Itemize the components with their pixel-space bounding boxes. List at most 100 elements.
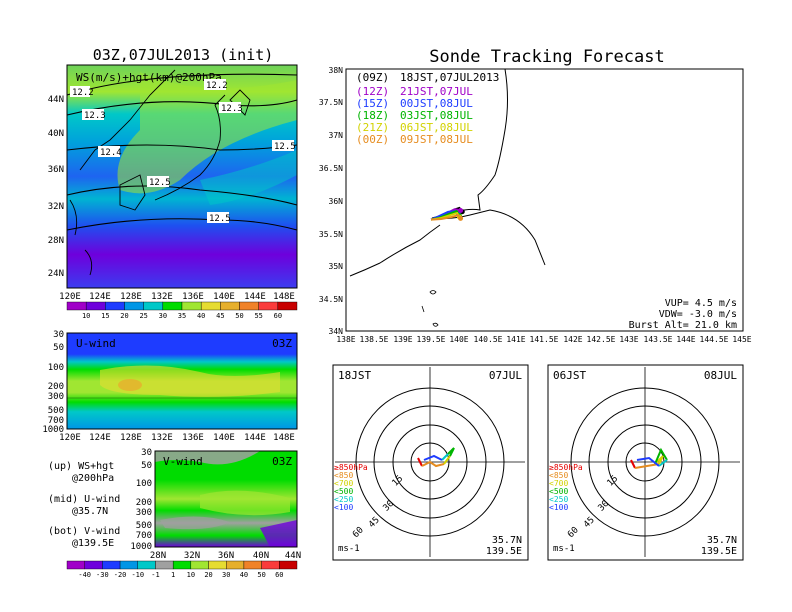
u-x-tick: 144E <box>244 433 266 443</box>
v-colorbar-swatch <box>66 560 85 570</box>
hodo2-level: <850 <box>549 471 568 480</box>
u-y-tick: 200 <box>48 382 64 392</box>
track-legend-run: (15Z) <box>356 97 389 110</box>
v-colorbar-label: 1 <box>171 571 175 579</box>
ws-colorbar-swatch <box>277 301 298 311</box>
contour-label: 12.4 <box>100 148 122 158</box>
track-y-tick: 35.5N <box>319 230 343 239</box>
track-y-tick: 35N <box>329 262 344 271</box>
v-colorbar-swatch <box>190 560 209 570</box>
v-x-tick: 44N <box>285 551 301 561</box>
map-y-tick: 24N <box>48 269 64 279</box>
v-colorbar-swatch <box>226 560 245 570</box>
legend-bot-level: @139.5E <box>72 538 114 549</box>
track-x-tick: 141E <box>506 335 525 344</box>
hodo1-lon: 139.5E <box>486 546 522 557</box>
track-legend-time: 03JST,08JUL <box>400 109 473 122</box>
map-y-tick: 40N <box>48 129 64 139</box>
v-colorbar-swatch <box>208 560 227 570</box>
ws-colorbar-label: 45 <box>216 312 224 320</box>
map-x-tick: 132E <box>151 292 173 302</box>
v-x-tick: 40N <box>253 551 269 561</box>
ws-colorbar: 10 15 20 25 30 35 40 45 50 55 60 <box>66 301 298 320</box>
track-x-tick: 138E <box>336 335 355 344</box>
right-panel-title: Sonde Tracking Forecast <box>429 47 664 67</box>
u-y-tick: 300 <box>48 392 64 402</box>
map-x-tick: 144E <box>244 292 266 302</box>
v-x-tick: 28N <box>150 551 166 561</box>
hodograph-segment <box>423 454 443 461</box>
v-colorbar-label: -1 <box>151 571 159 579</box>
legend-up: (up) WS+hgt <box>48 461 114 472</box>
track-x-tick: 139E <box>393 335 412 344</box>
hodograph-segment <box>447 447 455 457</box>
hodograph-2: 06JST 08JUL 15 30 45 60 ≥850hPa <850 <70… <box>547 364 744 561</box>
u-wind-label: U-wind <box>76 337 116 350</box>
track-legend-time: 21JST,07JUL <box>400 85 473 98</box>
u-wind-panel: U-wind 03Z 30 50 100 200 300 500 700 100… <box>42 330 298 443</box>
descent-rate: VDW= -3.0 m/s <box>659 309 737 320</box>
v-colorbar-swatch <box>155 560 174 570</box>
track-y-tick: 36.5N <box>319 164 343 173</box>
contour-label: 12.2 <box>72 88 94 98</box>
ascent-rate: VUP= 4.5 m/s <box>665 298 737 309</box>
map-x-tick: 120E <box>59 292 81 302</box>
hodo2-level: <500 <box>549 487 568 496</box>
track-x-tick: 143E <box>619 335 638 344</box>
map-y-tick: 44N <box>48 95 64 105</box>
track-y-tick: 34.5N <box>319 295 343 304</box>
hodo2-lat: 35.7N <box>707 535 737 546</box>
v-wind-panel: V-wind 03Z 30 50 100 200 300 500 700 100… <box>66 448 301 579</box>
track-x-tick: 142E <box>563 335 582 344</box>
hodo2-lon: 139.5E <box>701 546 737 557</box>
ws-colorbar-label: 20 <box>120 312 128 320</box>
legend-bot: (bot) V-wind <box>48 526 120 537</box>
track-x-tick: 142.5E <box>587 335 616 344</box>
map-y-tick: 28N <box>48 236 64 246</box>
sonde-landing-point <box>458 215 464 221</box>
contour-label: 12.5 <box>149 178 171 188</box>
v-colorbar-label: 40 <box>240 571 248 579</box>
v-colorbar: -40 -30 -20 -10 -1 1 10 20 30 40 50 60 <box>66 560 298 579</box>
track-map-panel: (09Z) 18JST,07JUL2013 (12Z) 21JST,07JUL … <box>319 66 752 344</box>
hodo2-rings <box>550 367 740 557</box>
track-x-tick: 144E <box>676 335 695 344</box>
contour-label: 12.3 <box>84 111 106 121</box>
map-x-tick: 140E <box>213 292 235 302</box>
track-legend-time: 00JST,08JUL <box>400 97 473 110</box>
hodograph-segment <box>654 447 668 465</box>
track-y-tick: 38N <box>329 66 344 75</box>
u-y-tick: 700 <box>48 416 64 426</box>
track-legend-run: (09Z) <box>356 71 389 84</box>
v-x-tick: 36N <box>218 551 234 561</box>
track-legend-run: (21Z) <box>356 121 389 134</box>
hodo1-level: <700 <box>334 479 353 488</box>
v-colorbar-label: 20 <box>204 571 212 579</box>
v-wind-time: 03Z <box>272 455 292 468</box>
ws-colorbar-label: 40 <box>197 312 205 320</box>
ws-colorbar-swatch <box>85 301 106 311</box>
ws-colorbar-swatch <box>143 301 164 311</box>
v-colorbar-label: 30 <box>222 571 230 579</box>
map-x-tick: 148E <box>273 292 295 302</box>
ws-colorbar-label: 35 <box>178 312 186 320</box>
contour-label: 12.2 <box>206 81 228 91</box>
u-x-tick: 132E <box>151 433 173 443</box>
ws-colorbar-swatch <box>258 301 279 311</box>
contour-label: 12.5 <box>274 142 296 152</box>
legend-mid-level: @35.7N <box>72 506 108 517</box>
ws-colorbar-swatch <box>239 301 259 311</box>
u-x-tick: 120E <box>59 433 81 443</box>
ws-colorbar-swatch <box>124 301 144 311</box>
hodograph-segment <box>654 455 664 465</box>
track-y-tick: 36N <box>329 197 344 206</box>
ws-colorbar-swatch <box>220 301 240 311</box>
hodo2-level: ≥850hPa <box>549 463 583 472</box>
track-legend-time: 09JST,08JUL <box>400 133 473 146</box>
left-panel-title: 03Z,07JUL2013 (init) <box>93 46 274 64</box>
u-y-tick: 500 <box>48 406 64 416</box>
coastlines <box>69 69 251 276</box>
hodo2-trace <box>630 447 668 469</box>
v-colorbar-label: 50 <box>257 571 265 579</box>
hodograph-segment <box>630 459 636 469</box>
